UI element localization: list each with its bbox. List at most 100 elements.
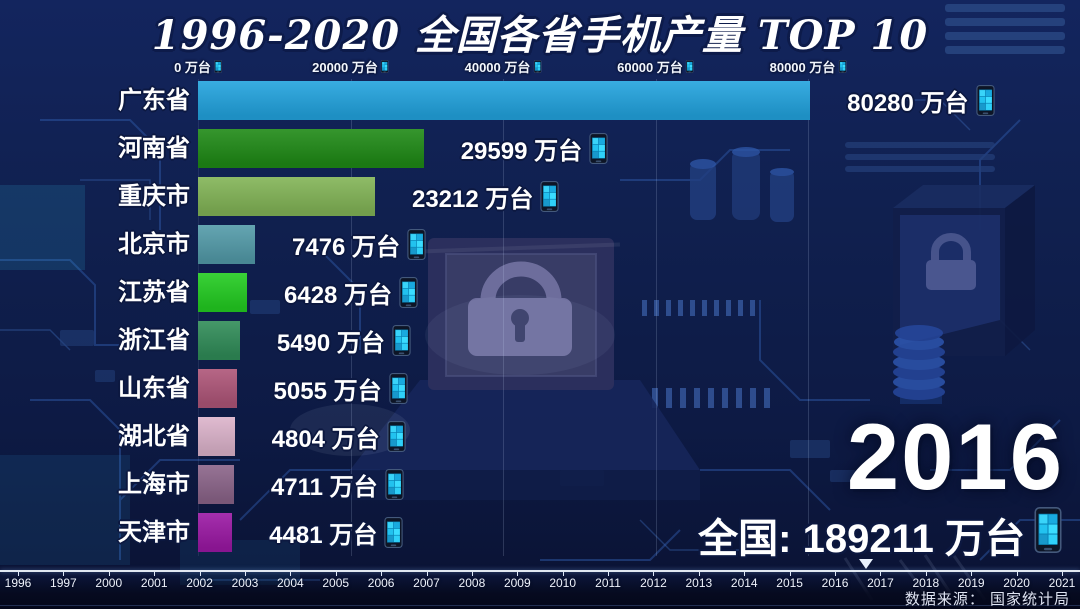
value-label: 6428 万台 [284,273,418,312]
phone-icon [388,373,408,404]
timeline-year-label: 2021 [1048,576,1076,590]
value-label: 5490 万台 [277,321,411,360]
timeline-year-label: 2000 [95,576,123,590]
timeline-tick [608,572,610,576]
value-bar [198,129,424,168]
value-bar [198,369,237,408]
phone-icon [540,181,560,212]
phone-icon [975,85,995,116]
current-year-label: 2016 [846,404,1064,509]
timeline-year-label: 2002 [186,576,213,590]
bar-row: 河南省 29599 万台 [0,129,1080,168]
province-label: 重庆市 [118,183,190,210]
axis-tick-label: 80000 万台 [770,57,847,76]
province-label: 天津市 [118,519,190,546]
timeline-tick [199,572,201,576]
timeline-year-label: 2007 [413,576,440,590]
value-label: 4711 万台 [271,465,404,504]
timeline-year-label: 2011 [595,576,621,590]
national-total-text: 全国: 189211 万台 [698,517,1025,561]
timeline-year-label: 1997 [50,576,77,590]
data-source: 数据来源： 国家统计局 [904,591,1070,608]
axis-gridline [198,79,199,556]
axis-tick-label: 40000 万台 [465,57,542,76]
value-text: 7476 万台 [292,234,401,261]
province-label: 河南省 [118,135,190,162]
timeline-year-label: 2012 [640,576,667,590]
value-label: 4804 万台 [272,417,406,456]
phone-icon [214,60,222,73]
axis-tick-text: 60000 万台 [617,60,683,75]
bar-row: 江苏省 6428 万台 [0,273,1080,312]
timeline-year-label: 2004 [276,576,304,590]
timeline-tick [653,572,655,576]
timeline-year-label: 2009 [503,576,531,590]
timeline-tick [426,572,428,576]
timeline-year-label: 2020 [1003,576,1030,590]
timeline-year-label: 2019 [957,576,985,590]
value-label: 29599 万台 [461,129,608,168]
value-label: 7476 万台 [292,225,426,264]
province-label: 山东省 [118,375,190,402]
timeline-year-label: 1996 [4,576,32,590]
value-text: 4481 万台 [269,522,378,549]
timeline-tick [835,572,837,576]
value-bar [198,417,235,456]
timeline-tick [1016,572,1018,576]
timeline-tick [925,572,927,576]
value-text: 80280 万台 [847,90,969,117]
axis-tick-text: 0 万台 [174,60,211,75]
value-text: 4711 万台 [270,474,378,501]
bar-row: 北京市 7476 万台 [0,225,1080,264]
timeline-tick [381,572,383,576]
timeline-year-label: 2018 [912,576,940,590]
value-bar [198,465,234,504]
axis-gridline [655,79,657,556]
timeline-tick [290,572,292,576]
axis-gridline [350,79,352,556]
axis-tick-label: 0 万台 [174,57,222,76]
value-text: 5055 万台 [273,378,382,405]
phone-icon [838,60,847,73]
phone-icon [589,133,608,164]
province-label: 北京市 [118,231,190,258]
timeline-tick [63,572,65,576]
bar-row: 广东省 80280 万台 [0,81,1080,120]
bar-row: 山东省 5055 万台 [0,369,1080,408]
timeline-year-label: 2014 [730,576,758,590]
timeline-progress-marker [859,559,874,569]
timeline-year-label: 2005 [322,576,350,590]
timeline-year-label: 2017 [867,576,894,590]
chart-title: 1996-2020 全国各省手机产量 TOP 10 [151,12,929,59]
phone-icon-slot [1034,507,1062,563]
timeline-year-label: 2008 [458,576,486,590]
province-label: 湖北省 [118,423,190,450]
timeline-year-label: 2013 [685,576,713,590]
timeline-year-label: 2010 [549,576,577,590]
axis-tick-text: 80000 万台 [769,60,836,75]
value-bar [198,81,811,120]
province-label: 广东省 [118,87,190,114]
timeline-tick [971,572,973,576]
timeline-tick [744,572,746,576]
phone-icon [381,60,389,73]
phone-icon [1034,507,1062,553]
value-bar [198,225,255,264]
timeline-year-label: 2003 [231,576,259,590]
timeline-tick [1062,572,1063,576]
value-bar [198,177,375,216]
timeline-tick [698,572,700,576]
timeline-tick [471,572,473,576]
timeline-year-label: 2016 [821,576,849,590]
phone-icon [533,60,542,73]
timeline-line [0,570,1080,572]
axis-tick-label: 20000 万台 [312,57,389,76]
phone-icon [399,277,418,308]
bar-row: 上海市 4711 万台 [0,465,1080,504]
timeline-tick [108,572,110,576]
phone-icon [407,229,426,260]
timeline-tick [335,572,337,576]
